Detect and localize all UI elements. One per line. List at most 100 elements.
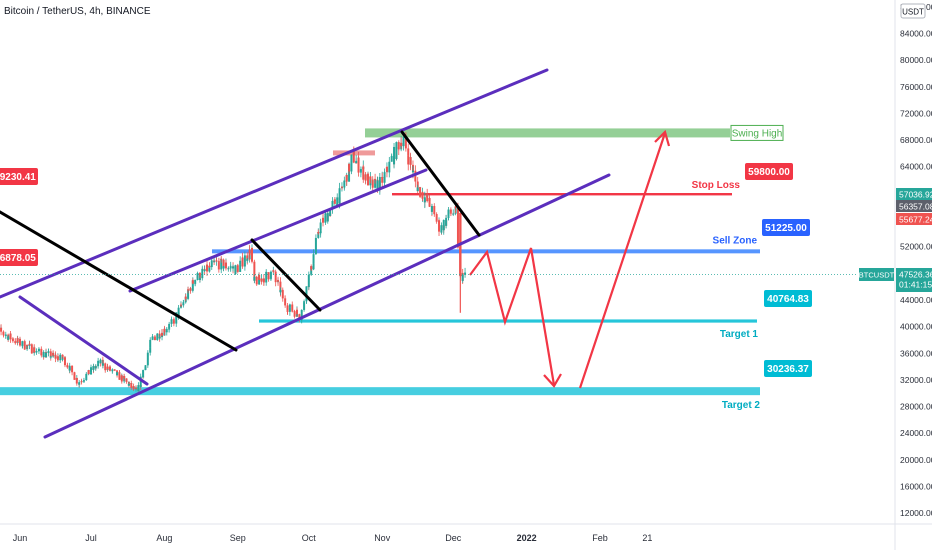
candle-body [175,314,178,324]
candle-body [352,150,355,163]
candle [189,286,192,294]
candle [23,344,26,351]
candle [312,263,315,271]
candle [291,310,294,313]
swing-high-label: Swing High [730,124,784,141]
candle-body [120,375,123,382]
candle [295,307,298,317]
x-tick-label: Oct [302,533,317,543]
candle [187,286,190,294]
arrowhead-up [654,129,671,147]
candle [421,191,424,201]
currency-button[interactable]: USDT [900,3,926,19]
candle-body [61,358,64,360]
candle-body [222,259,225,269]
candle-body [435,214,438,221]
candle-body [210,260,213,263]
candle-body [106,366,109,370]
candle-body [291,304,294,311]
time-axis[interactable]: Jun Jul Aug Sep Oct Nov Dec 2022 Feb 21 [0,523,932,543]
candle-body [284,298,287,306]
candle-body [23,348,26,350]
candle-body [16,338,19,342]
candle [184,293,187,302]
candle [108,365,111,372]
candle-body [404,138,407,149]
candle [132,383,135,391]
candle [172,317,175,327]
candle-body [52,352,55,356]
candle [378,172,381,195]
candle-body [397,144,400,150]
candle [82,379,85,383]
candle-body [324,215,327,223]
candle [68,362,71,373]
candle [243,251,246,263]
candle [54,351,57,363]
candle-body [26,344,29,346]
candle-body [118,372,121,380]
candle-body [229,266,232,268]
candle [291,301,294,312]
candle-body [130,383,133,388]
candle-body [187,289,190,299]
candle [142,369,145,379]
candle [215,257,218,263]
candle [274,275,277,287]
candle [137,382,140,392]
candle [307,271,310,290]
candle-body [359,169,362,172]
candle-body [447,209,450,217]
candle [393,143,396,169]
candle-body [291,310,294,312]
candle [66,363,69,369]
candle-body [149,339,152,348]
candle [73,378,76,380]
candle [248,244,251,261]
candle-body [326,213,329,222]
candle-body [385,166,388,172]
candle-body [40,352,43,356]
candle [90,364,93,375]
y-tick-label: 28000.00 [900,402,932,412]
candle-body [307,274,310,287]
candle-body [113,369,116,371]
candle [265,270,268,276]
candle-body [241,257,244,267]
candle-body [324,213,327,216]
candle-body [146,357,149,366]
candle-body [170,319,173,322]
candle-body [407,155,410,165]
left-price-tag-1-box [0,168,38,185]
candle-body [281,290,284,299]
candle [433,206,436,217]
candle [165,327,168,332]
channel-line [0,68,549,299]
stop-loss-value-box [745,163,793,180]
candle [345,174,348,186]
candle-body [80,381,83,383]
candle-body [68,365,71,371]
candle-body [322,217,325,223]
y-tick-label: 44000.00 [900,295,932,305]
target-1-value-box [764,290,812,307]
candle-body [94,366,97,369]
candle-body [149,347,152,353]
candle-body [390,156,393,160]
chart-title: Bitcoin / TetherUS, 4h, BINANCE [4,6,151,17]
x-tick-label: Aug [156,533,172,543]
channel-lines [0,68,611,439]
level-labels: Swing High Stop Loss 59800.00 Sell Zone 5122… [0,124,812,411]
candle-body [298,314,301,319]
candle-body [208,265,211,268]
candle-body [179,304,182,306]
candle [30,350,33,354]
y-tick-label: 68000.00 [900,135,932,145]
candle-body [274,271,277,278]
candle-body [348,163,351,172]
candle-body [42,351,45,358]
candle-body [125,380,128,382]
candle [388,156,391,173]
candle-body [4,334,7,336]
